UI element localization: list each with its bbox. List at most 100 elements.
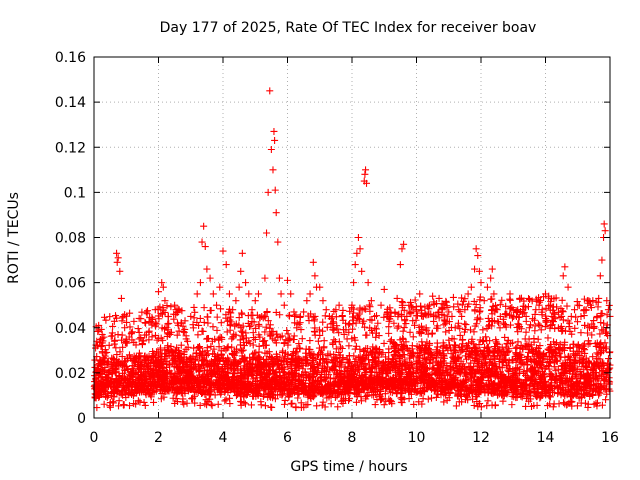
data-point <box>254 363 262 371</box>
data-point <box>496 375 504 383</box>
data-point <box>313 367 321 375</box>
data-point <box>524 354 532 362</box>
data-point <box>345 397 353 405</box>
data-point <box>522 402 530 410</box>
data-point <box>332 345 340 353</box>
data-point <box>126 309 134 317</box>
data-point <box>399 344 407 352</box>
data-point <box>237 309 245 317</box>
data-point <box>544 402 552 410</box>
data-point <box>476 346 484 354</box>
data-point <box>505 367 513 375</box>
data-point <box>147 356 155 364</box>
data-point <box>371 386 379 394</box>
data-point <box>463 343 471 351</box>
data-point <box>450 303 458 311</box>
data-point <box>137 352 145 360</box>
data-point <box>242 338 250 346</box>
data-point <box>369 343 377 351</box>
data-point <box>284 330 292 338</box>
data-point <box>137 334 145 342</box>
data-point <box>102 374 110 382</box>
data-point <box>528 357 536 365</box>
data-point <box>428 330 436 338</box>
data-point <box>209 290 217 298</box>
data-point <box>310 387 318 395</box>
data-point <box>371 381 379 389</box>
data-point <box>556 313 564 321</box>
data-point <box>177 319 185 327</box>
data-point <box>520 309 528 317</box>
data-point <box>473 398 481 406</box>
data-point <box>229 351 237 359</box>
data-point <box>345 385 353 393</box>
data-point <box>589 353 597 361</box>
data-point <box>328 356 336 364</box>
data-point <box>149 315 157 323</box>
data-point <box>100 387 108 395</box>
data-point <box>177 380 185 388</box>
data-point <box>232 297 240 305</box>
data-point <box>572 313 580 321</box>
data-point <box>544 345 552 353</box>
data-point <box>446 389 454 397</box>
data-point <box>210 345 218 353</box>
data-point <box>467 385 475 393</box>
data-point <box>186 365 194 373</box>
data-point <box>252 324 260 332</box>
data-point <box>176 370 184 378</box>
data-point <box>217 305 225 313</box>
data-point <box>458 363 466 371</box>
data-point <box>330 351 338 359</box>
data-point <box>118 336 126 344</box>
data-point <box>268 358 276 366</box>
data-point <box>141 363 149 371</box>
data-point <box>574 365 582 373</box>
data-point <box>261 370 269 378</box>
data-point <box>116 267 124 275</box>
data-point <box>149 380 157 388</box>
data-point <box>491 401 499 409</box>
data-point <box>193 290 201 298</box>
data-point <box>264 371 272 379</box>
data-point <box>160 393 168 401</box>
data-point <box>357 397 365 405</box>
data-point <box>534 335 542 343</box>
data-point <box>269 335 277 343</box>
data-point <box>259 337 267 345</box>
data-point <box>484 314 492 322</box>
data-point <box>420 363 428 371</box>
data-point <box>452 402 460 410</box>
data-point <box>162 324 170 332</box>
data-point <box>190 314 198 322</box>
data-point <box>267 146 275 154</box>
data-point <box>397 398 405 406</box>
chart-title: Day 177 of 2025, Rate Of TEC Index for r… <box>160 20 537 36</box>
data-point <box>254 290 262 298</box>
data-point <box>148 321 156 329</box>
data-point <box>116 348 124 356</box>
data-point <box>123 339 131 347</box>
data-point <box>217 319 225 327</box>
data-point <box>310 327 318 335</box>
data-point <box>480 351 488 359</box>
data-point <box>219 375 227 383</box>
data-point <box>278 332 286 340</box>
data-point <box>220 381 228 389</box>
data-point <box>180 328 188 336</box>
data-point <box>109 398 117 406</box>
data-point <box>590 366 598 374</box>
data-point <box>450 353 458 361</box>
data-point <box>537 373 545 381</box>
data-point <box>323 394 331 402</box>
data-point <box>475 308 483 316</box>
data-point <box>113 258 121 266</box>
data-point <box>123 318 131 326</box>
data-point <box>281 385 289 393</box>
data-point <box>345 359 353 367</box>
data-point <box>113 249 121 257</box>
data-point <box>98 339 106 347</box>
data-point <box>339 306 347 314</box>
data-point <box>226 316 234 324</box>
data-point <box>576 352 584 360</box>
